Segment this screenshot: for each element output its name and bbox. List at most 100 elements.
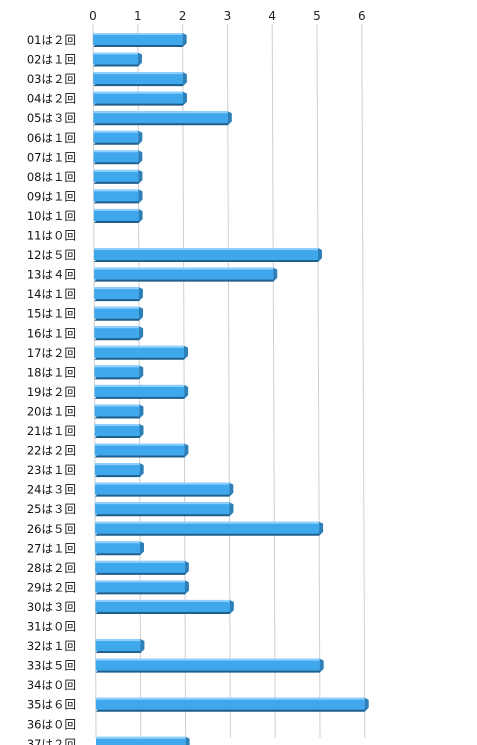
- category-label: 36は０回: [27, 717, 76, 731]
- bar-highlight: [95, 521, 320, 524]
- grid-line: [182, 23, 187, 739]
- bar: [94, 326, 144, 341]
- bar: [93, 72, 187, 87]
- bar: [94, 287, 143, 302]
- bar-highlight: [93, 33, 183, 35]
- bar-highlight: [95, 639, 141, 642]
- bar-end: [185, 736, 190, 745]
- bar-face: [93, 91, 183, 104]
- category-label: 04は２回: [27, 92, 76, 106]
- bar: [95, 560, 189, 575]
- bar-face: [95, 697, 365, 710]
- bar-highlight: [95, 697, 365, 700]
- x-tick-label: 3: [224, 9, 232, 23]
- bar-end: [317, 248, 322, 263]
- category-label: 20は１回: [27, 404, 76, 418]
- bar-face: [94, 463, 140, 476]
- bar-end: [138, 150, 143, 165]
- bar-highlight: [93, 169, 139, 172]
- bar: [95, 580, 189, 595]
- bar-face: [93, 111, 228, 124]
- x-tick-label: 0: [89, 9, 97, 23]
- bar-end: [138, 208, 143, 223]
- x-tick-labels: 0 1 2 3 4 5 6: [89, 9, 365, 23]
- bar: [93, 169, 143, 184]
- bar-end: [139, 404, 144, 419]
- bar-end: [182, 72, 187, 87]
- bar-highlight: [94, 424, 140, 426]
- bar-highlight: [95, 580, 185, 583]
- bar: [93, 248, 322, 263]
- bar-face: [94, 404, 140, 417]
- category-label: 10は１回: [27, 209, 76, 223]
- category-label: 09は１回: [27, 189, 76, 203]
- bar-face: [95, 580, 185, 593]
- bar: [95, 639, 145, 654]
- grid-line: [271, 23, 276, 739]
- x-tick-label: 2: [179, 9, 187, 23]
- bar-highlight: [94, 365, 140, 368]
- bar-highlight: [95, 502, 230, 505]
- bar-end: [182, 91, 187, 106]
- category-label: 06は１回: [27, 131, 76, 145]
- bar: [93, 111, 232, 126]
- category-label: 01は２回: [27, 33, 76, 47]
- bar-face: [93, 130, 139, 143]
- bar: [94, 482, 234, 497]
- category-label: 08は１回: [27, 170, 76, 184]
- bar-highlight: [94, 384, 185, 387]
- bar-end: [184, 384, 189, 399]
- category-label: 34は０回: [27, 678, 76, 692]
- bar-face: [93, 52, 138, 65]
- bar: [93, 91, 187, 106]
- bar-end: [140, 639, 145, 654]
- bar-highlight: [94, 404, 140, 407]
- bar-highlight: [93, 208, 139, 211]
- bar: [94, 345, 188, 360]
- category-label: 17は２回: [27, 346, 76, 360]
- bar-face: [93, 33, 183, 45]
- bar-highlight: [95, 560, 185, 563]
- bar-highlight: [93, 150, 139, 153]
- bar-highlight: [93, 111, 228, 114]
- bar-end: [229, 599, 234, 614]
- bar-highlight: [93, 248, 318, 251]
- bar: [94, 463, 144, 478]
- x-tick-label: 4: [268, 9, 276, 23]
- category-label: 31は０回: [27, 620, 76, 634]
- bar-end: [184, 560, 189, 575]
- bar-end: [273, 267, 278, 282]
- bar-face: [95, 541, 141, 554]
- bar: [93, 150, 143, 165]
- bar-highlight: [93, 72, 183, 75]
- bar-face: [93, 248, 318, 261]
- bar: [94, 443, 189, 458]
- category-label: 25は３回: [27, 502, 76, 516]
- bar-face: [95, 560, 185, 573]
- bar-face: [95, 639, 141, 652]
- grid-line: [226, 23, 231, 739]
- bar-face: [94, 345, 184, 358]
- category-label: 29は２回: [27, 580, 76, 594]
- bar-highlight: [94, 482, 230, 485]
- category-label: 24は３回: [27, 483, 76, 497]
- category-label: 19は２回: [27, 385, 76, 399]
- bar: [95, 502, 234, 517]
- category-label: 27は１回: [27, 541, 76, 555]
- bar-highlight: [94, 345, 184, 348]
- bar: [95, 541, 145, 556]
- bars: [93, 33, 369, 745]
- category-label: 26は５回: [27, 522, 76, 536]
- bar-end: [364, 697, 369, 712]
- category-label: 35は６回: [27, 698, 76, 712]
- bar-face: [93, 72, 183, 85]
- category-label: 21は１回: [27, 424, 76, 438]
- x-tick-label: 6: [358, 9, 366, 23]
- bar-face: [93, 189, 139, 202]
- bar-highlight: [95, 658, 320, 661]
- grid-line: [361, 23, 366, 739]
- bar-face: [94, 306, 140, 319]
- bar-highlight: [94, 306, 140, 309]
- bar: [93, 130, 143, 145]
- x-tick-label: 5: [313, 9, 321, 23]
